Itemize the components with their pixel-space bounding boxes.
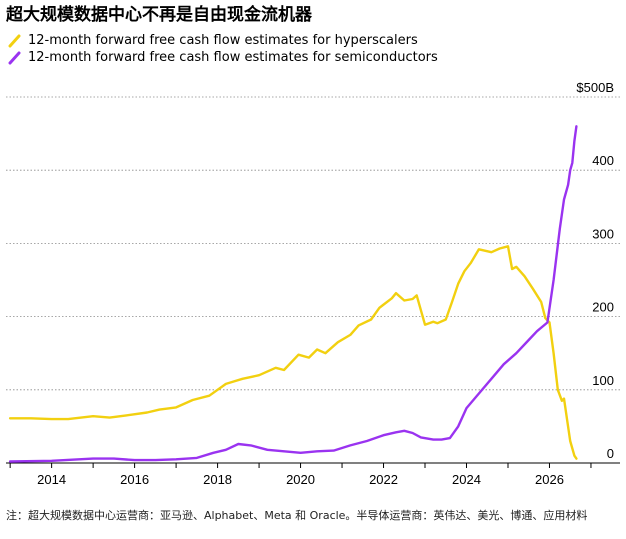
y-tick-label-300: 300	[592, 226, 614, 241]
x-tick-label-2016: 2016	[120, 472, 149, 487]
y-tick-label-100: 100	[592, 373, 614, 388]
y-tick-label-0: 0	[607, 446, 614, 461]
x-tick-label-2018: 2018	[203, 472, 232, 487]
y-tick-label-200: 200	[592, 300, 614, 315]
y-tick-label-400: 400	[592, 153, 614, 168]
legend-swatch-hyperscalers	[8, 34, 21, 48]
series-line-hyperscalers	[8, 245, 578, 460]
series-line-semiconductors	[8, 125, 578, 463]
x-tick-label-2024: 2024	[452, 472, 481, 487]
x-tick-label-2020: 2020	[286, 472, 315, 487]
legend-item-hyperscalers: 12-month forward free cash flow estimate…	[8, 33, 618, 49]
legend-label-hyperscalers: 12-month forward free cash flow estimate…	[28, 33, 418, 48]
x-tick-label-2014: 2014	[37, 472, 66, 487]
x-tick-label-2026: 2026	[535, 472, 564, 487]
legend-label-semiconductors: 12-month forward free cash flow estimate…	[28, 50, 438, 65]
y-tick-label-500: $500B	[576, 80, 614, 95]
legend-swatch-semiconductors	[8, 51, 21, 65]
legend-item-semiconductors: 12-month forward free cash flow estimate…	[8, 50, 618, 66]
footnote: 注：超大规模数据中心运营商：亚马逊、Alphabet、Meta 和 Oracle…	[6, 509, 588, 522]
x-tick-label-2022: 2022	[369, 472, 398, 487]
chart-title: 超大规模数据中心不再是自由现金流机器	[6, 5, 312, 25]
